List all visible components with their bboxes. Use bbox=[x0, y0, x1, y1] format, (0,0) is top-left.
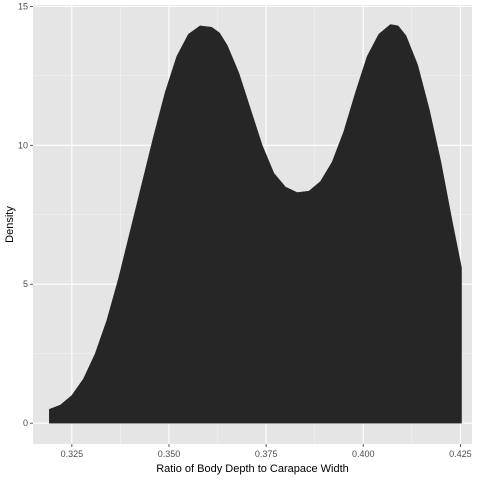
y-axis-title: Density bbox=[4, 206, 16, 243]
x-tick-label: 0.325 bbox=[61, 449, 84, 459]
y-tick-label: 10 bbox=[18, 140, 28, 150]
y-axis: 0 5 10 15 bbox=[18, 1, 33, 428]
x-axis-title: Ratio of Body Depth to Carapace Width bbox=[156, 463, 349, 475]
x-tick-label: 0.400 bbox=[352, 449, 375, 459]
x-axis: 0.325 0.350 0.375 0.400 0.425 bbox=[61, 444, 472, 459]
y-tick-label: 15 bbox=[18, 1, 28, 11]
x-tick-label: 0.350 bbox=[158, 449, 181, 459]
y-tick-label: 0 bbox=[23, 418, 28, 428]
density-area bbox=[49, 24, 462, 424]
x-tick-label: 0.375 bbox=[255, 449, 278, 459]
x-tick-label: 0.425 bbox=[449, 449, 472, 459]
y-tick-label: 5 bbox=[23, 279, 28, 289]
